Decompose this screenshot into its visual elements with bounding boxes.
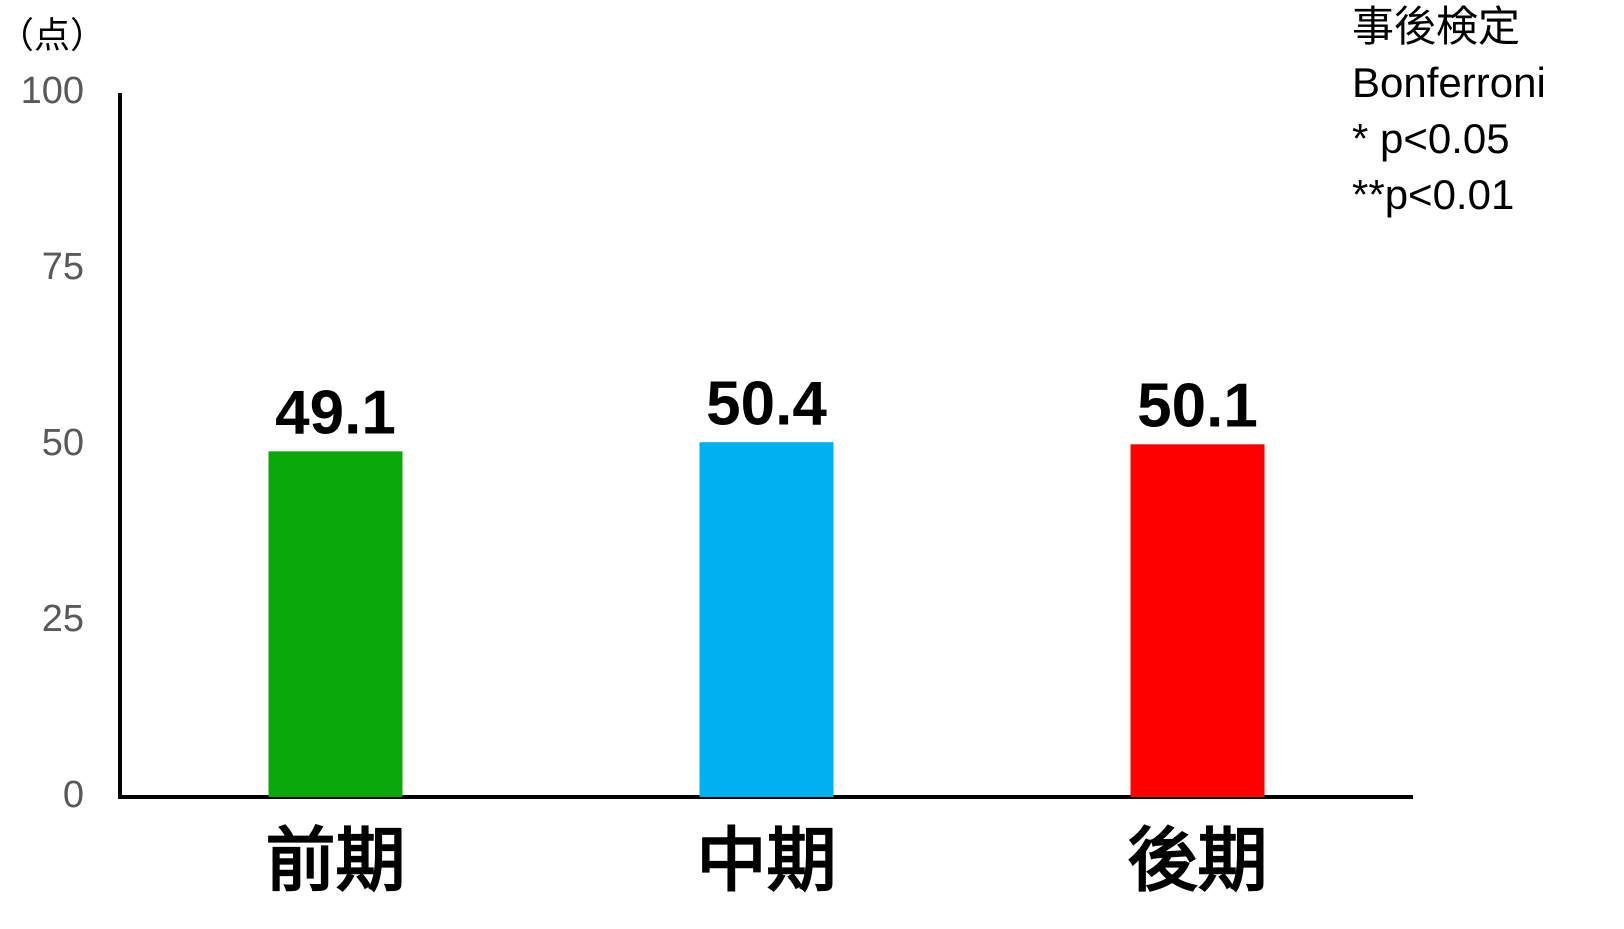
y-tick-label: 75 xyxy=(42,246,84,288)
x-tick-label: 後期 xyxy=(1128,821,1268,899)
bar xyxy=(699,442,834,797)
y-tick-label: 25 xyxy=(42,598,84,640)
value-label: 50.1 xyxy=(1137,372,1258,441)
value-label: 50.4 xyxy=(706,370,827,439)
y-unit-label: （点） xyxy=(0,15,106,56)
x-tick-label: 中期 xyxy=(697,821,837,899)
y-tick-label: 50 xyxy=(42,422,84,464)
x-tick-label: 前期 xyxy=(266,821,406,899)
bar xyxy=(1130,444,1265,797)
annotation: 事後検定 xyxy=(1352,3,1520,50)
annotation: Bonferroni xyxy=(1352,59,1546,106)
y-tick-label: 0 xyxy=(63,774,84,816)
annotation: **p<0.01 xyxy=(1352,171,1514,218)
bar xyxy=(268,451,403,797)
annotation: * p<0.05 xyxy=(1352,115,1510,162)
value-label: 49.1 xyxy=(275,379,396,448)
y-tick-label: 100 xyxy=(21,70,84,112)
